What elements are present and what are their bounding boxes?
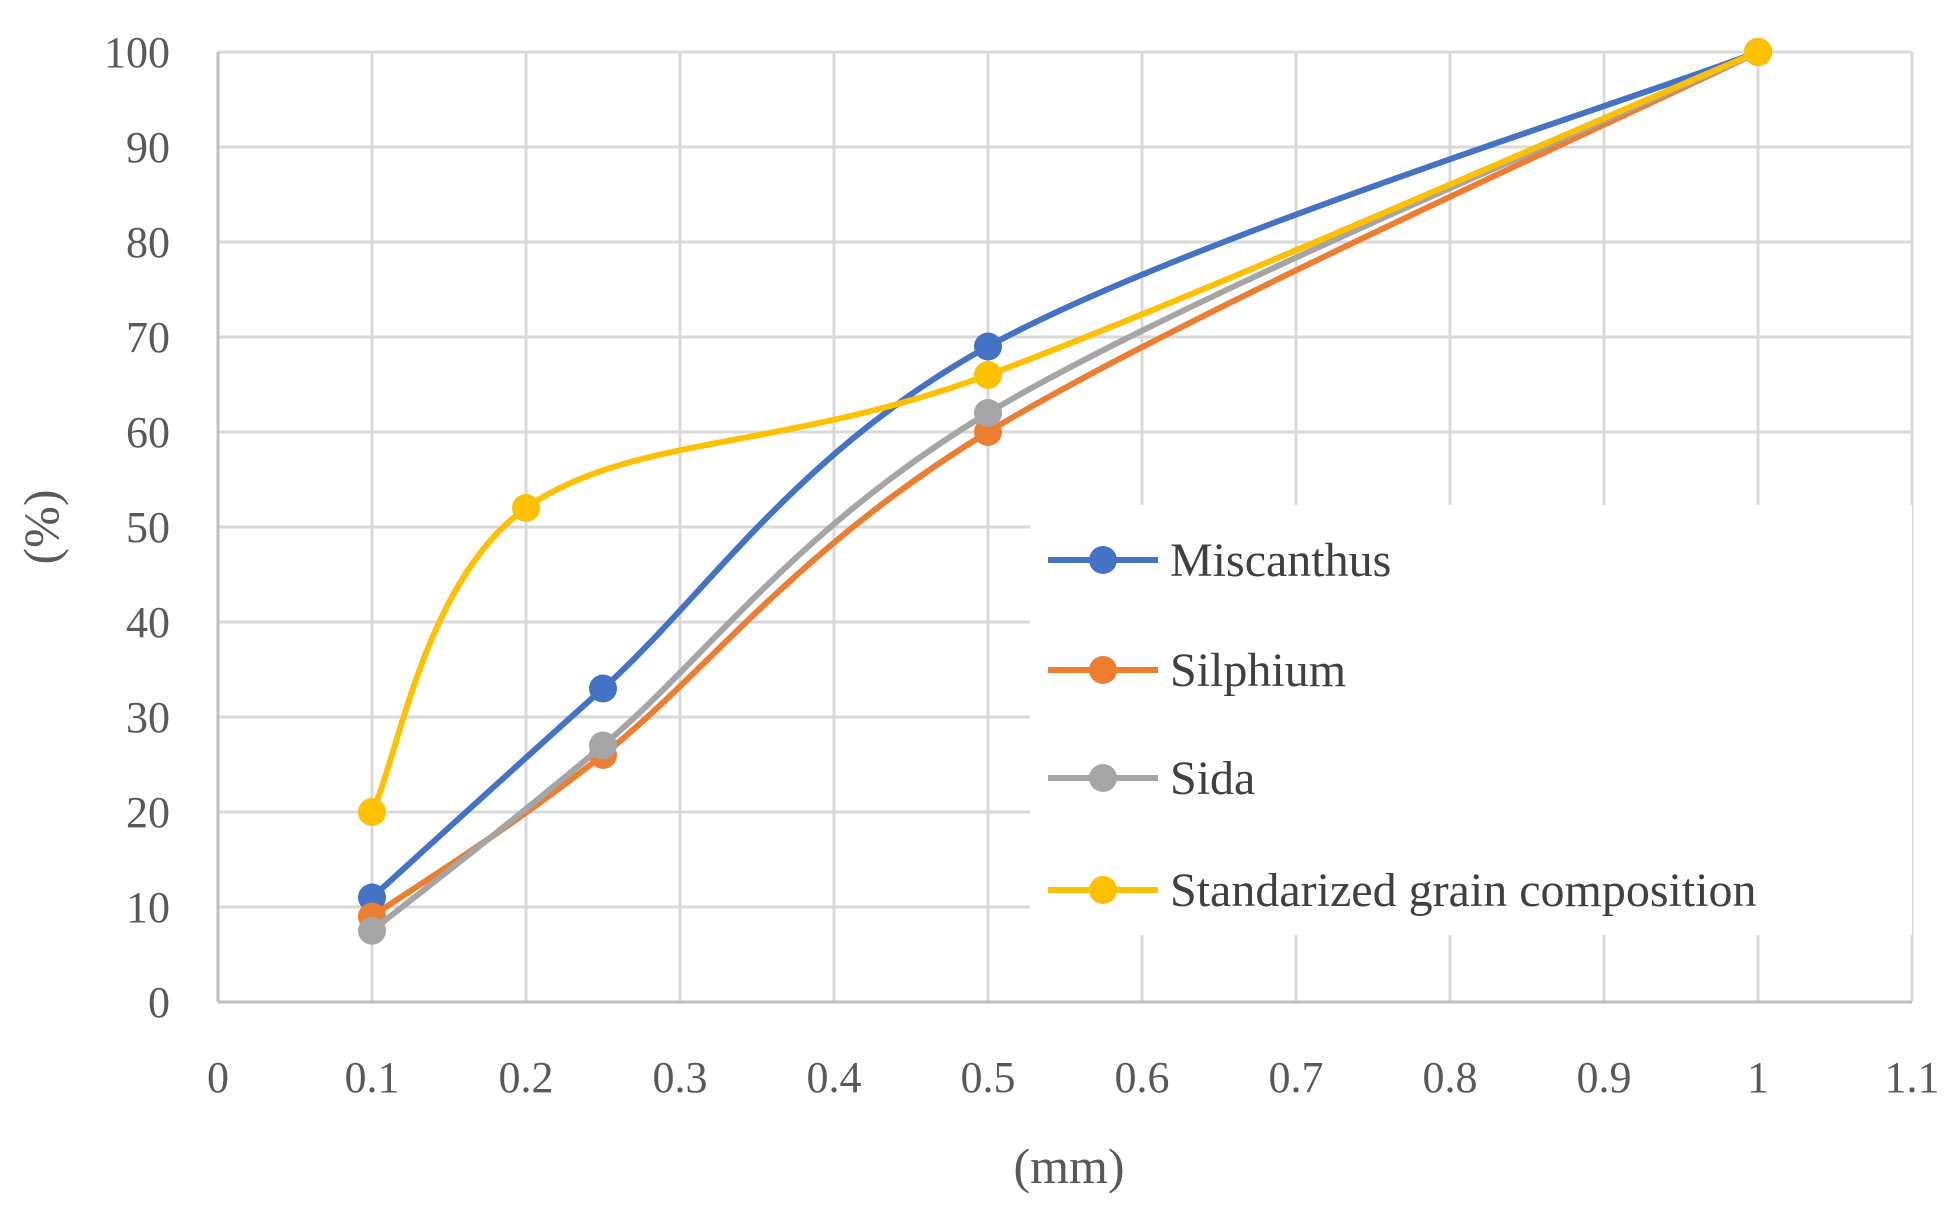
y-tick-label: 10 <box>126 883 170 932</box>
data-point-standarized-grain-composition <box>974 361 1002 389</box>
series-line-standarized-grain-composition <box>369 49 1761 815</box>
data-point-miscanthus <box>589 674 617 703</box>
series-standarized-grain-composition <box>358 38 1772 826</box>
legend-background <box>1030 505 1912 935</box>
x-tick-label: 0.5 <box>961 1053 1016 1102</box>
y-tick-label: 40 <box>126 598 170 647</box>
x-tick-label: 0.7 <box>1269 1053 1324 1102</box>
axes: 0 0.1 0.2 0.3 0.4 0.5 0.6 0.7 0.8 0.9 1 1.1 0 10 20 30 4… <box>13 28 1940 1194</box>
legend-label: Standarized grain composition <box>1170 864 1757 917</box>
x-axis-title: (mm) <box>1013 1138 1124 1194</box>
x-tick-label: 1.1 <box>1885 1053 1940 1102</box>
y-tick-label: 30 <box>126 693 170 742</box>
data-point-miscanthus <box>974 332 1002 361</box>
data-point-standarized-grain-composition <box>358 798 386 826</box>
y-tick-label: 50 <box>126 503 170 552</box>
series-layer <box>358 38 1772 945</box>
x-tick-label: 0.2 <box>499 1053 554 1102</box>
legend-item-silphium: Silphium <box>1048 644 1346 697</box>
legend-swatch-marker <box>1089 876 1117 904</box>
x-tick-label: 0.6 <box>1115 1053 1170 1102</box>
y-axis-title: (%) <box>13 490 69 565</box>
data-point-standarized-grain-composition <box>512 494 540 522</box>
x-tick-label: 0.9 <box>1577 1053 1632 1102</box>
legend-item-standarized-grain-composition: Standarized grain composition <box>1048 864 1757 917</box>
y-tick-label: 90 <box>126 123 170 172</box>
y-tick-label: 20 <box>126 788 170 837</box>
legend-label: Miscanthus <box>1170 534 1391 587</box>
legend-item-miscanthus: Miscanthus <box>1048 534 1391 587</box>
legend-item-sida: Sida <box>1048 752 1255 805</box>
y-tick-label: 60 <box>126 408 170 457</box>
legend: Miscanthus Silphium Sida Standarized grain … <box>1030 505 1912 935</box>
legend-label: Sida <box>1170 752 1255 805</box>
y-tick-label: 100 <box>104 28 170 77</box>
series-line-miscanthus <box>369 49 1761 901</box>
y-tick-label: 70 <box>126 313 170 362</box>
legend-label: Silphium <box>1170 644 1346 697</box>
data-point-sida <box>358 916 386 945</box>
x-tick-label: 0.1 <box>345 1053 400 1102</box>
legend-swatch-marker <box>1089 656 1117 684</box>
x-tick-label: 0.4 <box>807 1053 862 1102</box>
x-tick-label: 1 <box>1747 1053 1769 1102</box>
x-tick-label: 0.3 <box>653 1053 708 1102</box>
y-tick-label: 0 <box>148 978 170 1027</box>
data-point-standarized-grain-composition <box>1744 38 1772 66</box>
legend-swatch-marker <box>1089 546 1117 574</box>
data-point-sida <box>589 731 617 760</box>
data-point-sida <box>974 399 1002 427</box>
x-tick-label: 0.8 <box>1423 1053 1478 1102</box>
y-tick-label: 80 <box>126 218 170 267</box>
x-tick-label: 0 <box>207 1053 229 1102</box>
legend-swatch-marker <box>1089 764 1117 792</box>
